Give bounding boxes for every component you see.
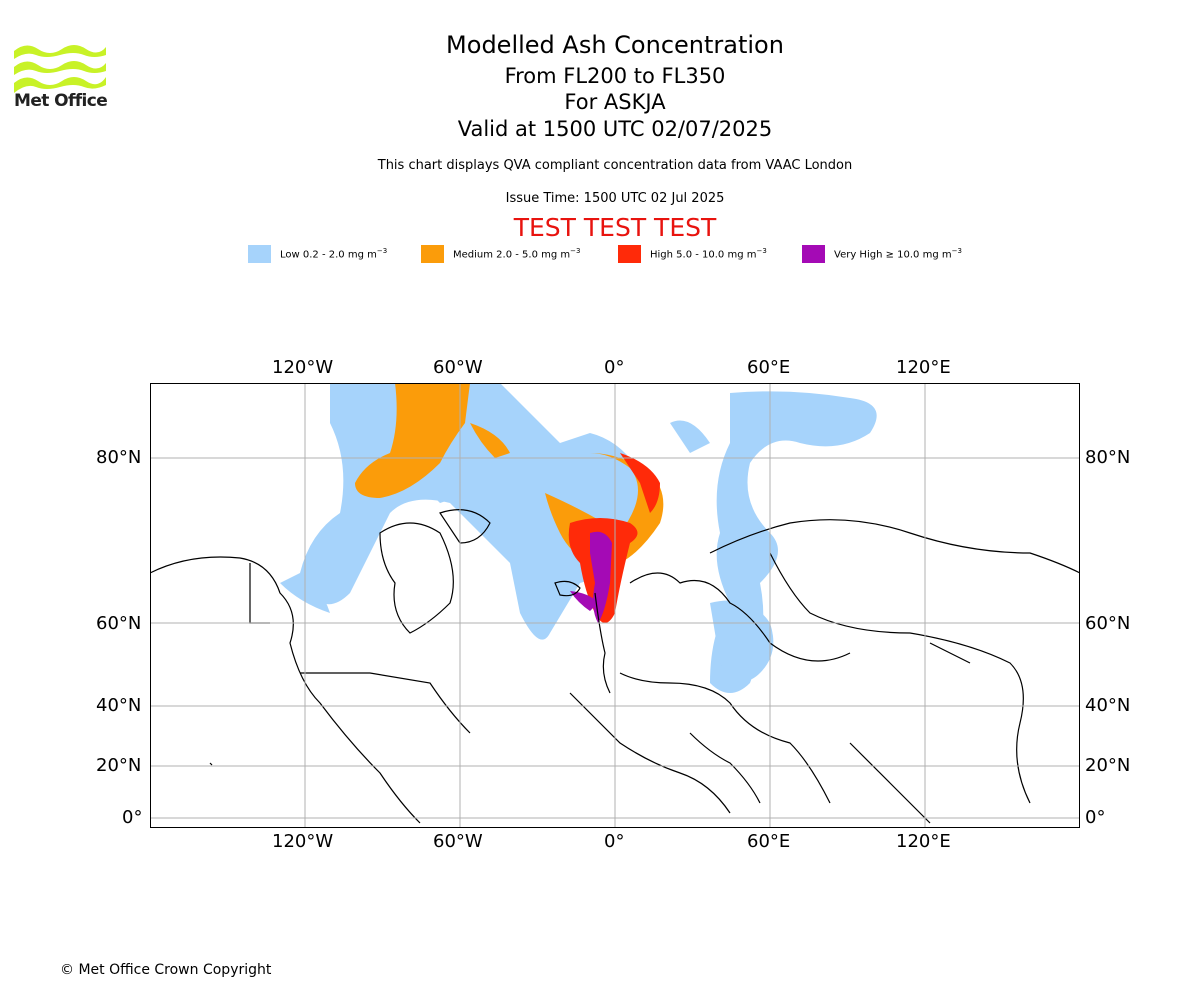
lat-tick-left-60n: 60°N — [96, 613, 142, 634]
legend-label-very-high: Very High ≥ 10.0 mg m — [834, 249, 952, 261]
lon-tick-top-60e: 60°E — [747, 357, 791, 378]
legend-label-low: Low 0.2 - 2.0 mg m — [280, 249, 377, 261]
issue-time: Issue Time: 1500 UTC 02 Jul 2025 — [505, 191, 725, 206]
legend-swatch-high — [618, 245, 641, 263]
ash-low-layer — [280, 383, 877, 693]
legend-unit-exp-medium: −3 — [570, 247, 581, 255]
legend-swatch-medium — [421, 245, 444, 263]
lat-tick-right-0: 0° — [1085, 807, 1106, 828]
lon-tick-bottom-0: 0° — [604, 831, 625, 852]
lon-tick-bottom-120w: 120°W — [272, 831, 334, 852]
copyright: © Met Office Crown Copyright — [60, 962, 272, 978]
lon-tick-bottom-60e: 60°E — [747, 831, 791, 852]
met-office-logo-icon — [14, 45, 106, 93]
lat-tick-left-0: 0° — [122, 807, 143, 828]
lat-tick-right-80n: 80°N — [1085, 447, 1131, 468]
level-range: From FL200 to FL350 — [504, 64, 726, 88]
lon-tick-top-60w: 60°W — [433, 357, 483, 378]
lat-tick-right-60n: 60°N — [1085, 613, 1131, 634]
logo-text: Met Office — [14, 91, 108, 111]
ash-map — [150, 383, 1080, 828]
lon-tick-top-0: 0° — [604, 357, 625, 378]
valid-time: Valid at 1500 UTC 02/07/2025 — [457, 117, 773, 141]
coastlines — [150, 509, 1080, 824]
lon-tick-top-120w: 120°W — [272, 357, 334, 378]
chart-description: This chart displays QVA compliant concen… — [377, 158, 853, 173]
lon-tick-top-120e: 120°E — [896, 357, 951, 378]
lat-tick-left-40n: 40°N — [96, 695, 142, 716]
legend-label-high: High 5.0 - 10.0 mg m — [650, 249, 757, 261]
lat-tick-right-20n: 20°N — [1085, 755, 1131, 776]
legend-unit-exp-low: −3 — [376, 247, 388, 255]
legend-unit-exp-very-high: −3 — [951, 247, 962, 255]
lat-tick-left-80n: 80°N — [96, 447, 142, 468]
legend-swatch-low — [248, 245, 271, 263]
lon-tick-bottom-120e: 120°E — [896, 831, 951, 852]
chart-title: Modelled Ash Concentration — [446, 31, 784, 59]
map-frame — [150, 383, 1080, 828]
legend-unit-exp-high: −3 — [756, 247, 767, 255]
test-banner: TEST TEST TEST — [513, 213, 717, 242]
lat-tick-left-20n: 20°N — [96, 755, 142, 776]
lon-tick-bottom-60w: 60°W — [433, 831, 483, 852]
volcano-name: For ASKJA — [564, 90, 666, 114]
gridlines — [150, 383, 1080, 828]
lat-tick-right-40n: 40°N — [1085, 695, 1131, 716]
legend-swatch-very-high — [802, 245, 825, 263]
legend-label-medium: Medium 2.0 - 5.0 mg m — [453, 249, 571, 261]
